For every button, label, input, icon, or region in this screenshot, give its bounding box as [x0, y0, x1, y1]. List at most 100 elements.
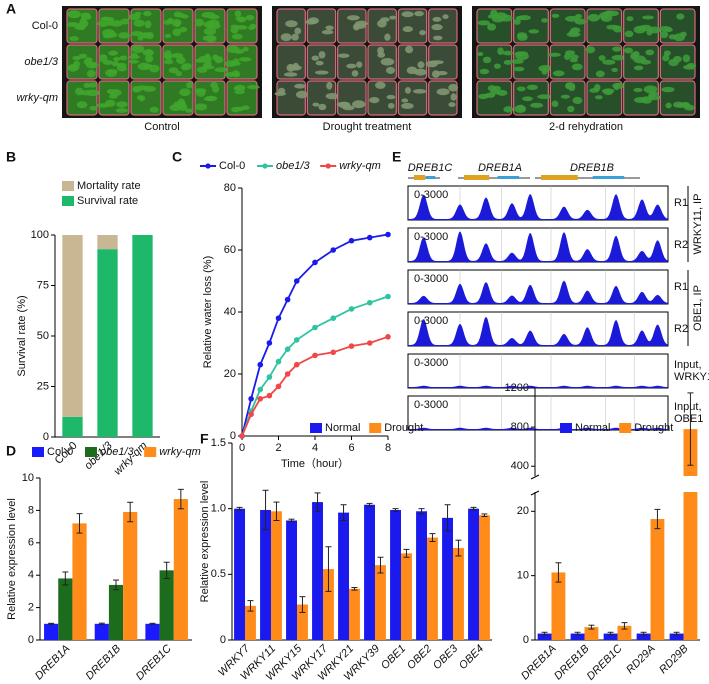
leaf	[599, 12, 609, 20]
leaf	[224, 60, 237, 68]
leaf	[314, 70, 329, 75]
track-label: R1	[674, 197, 688, 209]
leaf	[568, 84, 576, 92]
leaf	[551, 100, 559, 108]
bar	[537, 633, 552, 640]
leaf	[570, 27, 581, 34]
leaf	[326, 81, 333, 90]
leaf	[601, 88, 615, 94]
leaf	[169, 104, 182, 112]
leaf	[106, 89, 115, 94]
legend-label: Mortality rate	[77, 180, 141, 192]
legend-label: Drought	[384, 422, 423, 434]
leaf	[638, 24, 653, 31]
bar	[468, 508, 479, 640]
leaf	[318, 103, 327, 111]
bar	[271, 511, 282, 640]
error-bar	[149, 622, 156, 625]
y-tick-label: 40	[224, 306, 236, 318]
point	[257, 386, 264, 393]
leaf	[179, 26, 188, 33]
leaf	[86, 69, 96, 78]
bar	[617, 625, 632, 640]
leaf	[355, 20, 368, 27]
leaf	[514, 105, 527, 113]
bar	[364, 504, 375, 640]
leaf	[210, 81, 218, 89]
point	[366, 234, 373, 241]
error-bar	[555, 562, 562, 583]
legend-label: Col-0	[47, 446, 73, 458]
point	[284, 346, 291, 353]
leaf	[198, 55, 212, 63]
coverage	[408, 231, 668, 262]
x-tick-label: 2	[275, 442, 281, 454]
leaf	[632, 50, 640, 57]
leaf	[401, 11, 414, 18]
leaf	[130, 31, 144, 37]
error-bar	[177, 488, 184, 510]
legend-label: Normal	[325, 422, 360, 434]
y-tick-label: 4	[28, 569, 34, 581]
leaf	[626, 16, 634, 22]
leaf	[247, 85, 260, 90]
row-label: Col-0	[32, 20, 58, 32]
leaf	[98, 54, 108, 63]
error-bar	[588, 624, 595, 630]
range-label: 0-3000	[414, 315, 448, 327]
error-bar	[247, 600, 254, 612]
leaf	[238, 57, 252, 62]
leaf	[214, 56, 224, 64]
bar	[94, 623, 109, 640]
error-bar	[340, 504, 347, 521]
leaf	[202, 62, 210, 69]
leaf	[234, 90, 245, 95]
leaf	[528, 29, 540, 34]
leaf	[516, 86, 526, 92]
legend-swatch	[619, 423, 632, 433]
point	[266, 374, 273, 380]
bar	[669, 633, 684, 640]
y-tick-label: 0	[28, 634, 34, 646]
leaf	[611, 67, 619, 73]
error-bar	[314, 492, 321, 512]
point	[284, 296, 291, 303]
y-tick-label: 25	[37, 380, 49, 392]
leaf	[369, 97, 380, 104]
leaf	[490, 89, 501, 95]
track-frame	[407, 227, 669, 263]
leaf	[425, 60, 438, 68]
track-frame	[407, 185, 669, 221]
error-bar	[273, 501, 280, 521]
point	[312, 352, 318, 359]
leaf	[643, 85, 658, 94]
track-label: WRKY11	[674, 371, 709, 383]
leaf	[108, 69, 118, 74]
leaf	[175, 56, 186, 64]
leaf	[436, 88, 450, 96]
range-label: 0-3000	[414, 189, 448, 201]
legend-swatch	[62, 196, 74, 206]
leaf	[633, 65, 644, 71]
point	[293, 337, 300, 343]
x-tick-label: OBE1	[379, 643, 408, 672]
leaf	[414, 11, 424, 17]
leaf	[513, 66, 525, 72]
error-bar	[541, 631, 548, 636]
leaf	[85, 57, 93, 63]
leaf	[280, 33, 292, 42]
leaf	[142, 85, 156, 92]
leaf	[118, 32, 131, 39]
point	[275, 383, 282, 390]
bar	[234, 508, 245, 640]
error-bar	[48, 622, 55, 625]
leaf	[144, 20, 152, 29]
panel-letter: B	[6, 149, 16, 165]
leaf	[402, 26, 413, 33]
error-bar	[673, 631, 680, 636]
exon	[414, 175, 426, 180]
leaf	[511, 59, 524, 64]
leaf	[537, 94, 552, 99]
leaf	[164, 50, 172, 56]
leaf	[227, 45, 240, 54]
